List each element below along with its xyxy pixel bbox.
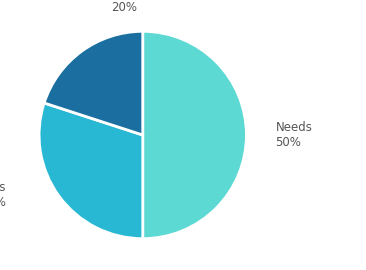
Wedge shape (39, 103, 143, 239)
Wedge shape (143, 31, 246, 239)
Text: Savings
20%: Savings 20% (101, 0, 147, 14)
Wedge shape (44, 31, 143, 135)
Text: Wants
30%: Wants 30% (0, 181, 6, 209)
Text: Needs
50%: Needs 50% (276, 121, 312, 149)
